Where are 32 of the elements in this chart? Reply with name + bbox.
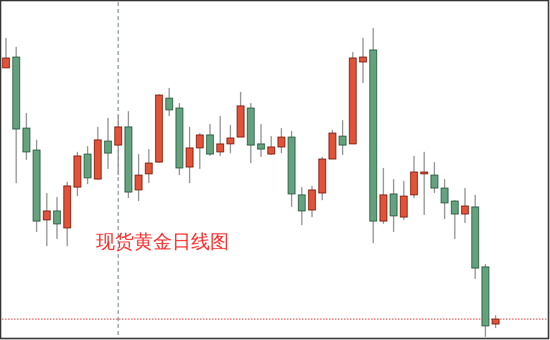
candlestick bbox=[134, 153, 142, 202]
candlestick bbox=[22, 112, 30, 161]
candlestick bbox=[196, 132, 204, 170]
candlestick bbox=[338, 119, 346, 156]
candlestick bbox=[144, 148, 153, 184]
candlestick bbox=[104, 117, 112, 170]
candlestick bbox=[440, 178, 448, 220]
candlestick bbox=[359, 37, 367, 84]
annotation: 现货黄金日线图 bbox=[96, 232, 229, 253]
candlestick bbox=[492, 314, 500, 329]
candlestick bbox=[278, 128, 286, 154]
candlestick bbox=[186, 126, 194, 184]
candlestick bbox=[298, 186, 306, 226]
candlestick bbox=[206, 124, 214, 157]
candlestick bbox=[257, 124, 265, 158]
candlestick bbox=[461, 187, 469, 224]
candlestick bbox=[226, 124, 234, 154]
candlestick bbox=[400, 180, 408, 220]
candlestick bbox=[410, 155, 418, 199]
candlestick bbox=[216, 115, 224, 157]
candlestick bbox=[84, 145, 92, 185]
candlestick bbox=[430, 162, 438, 194]
candlestick bbox=[267, 136, 276, 156]
candlestick bbox=[2, 37, 10, 68]
candlestick bbox=[390, 178, 398, 233]
candlestick bbox=[420, 151, 428, 216]
candlestick bbox=[42, 192, 51, 247]
candlestick bbox=[53, 196, 61, 240]
candlestick bbox=[165, 87, 174, 117]
candlestick bbox=[450, 200, 459, 240]
candlestick bbox=[114, 114, 122, 176]
candlestick bbox=[308, 185, 316, 218]
